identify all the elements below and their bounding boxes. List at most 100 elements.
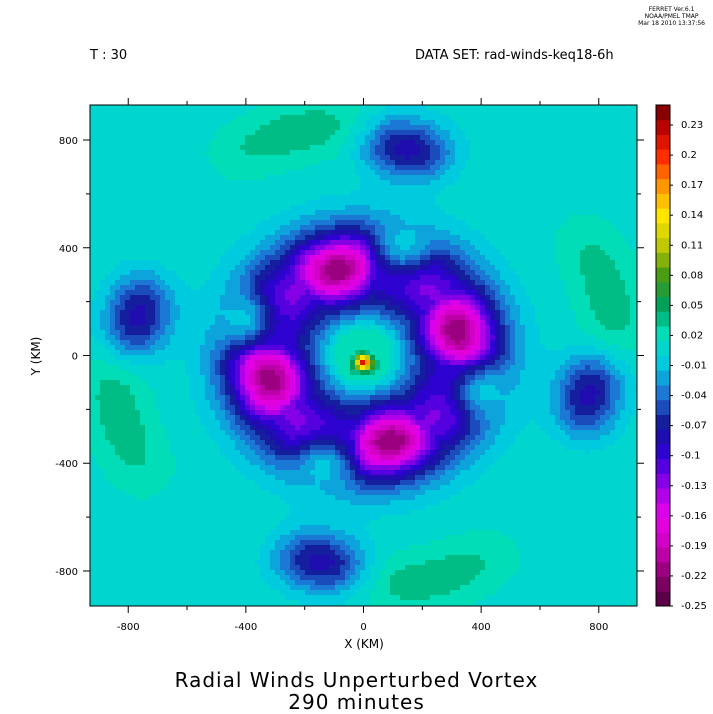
heatmap-cell <box>440 165 446 171</box>
heatmap-cell <box>120 315 126 321</box>
heatmap-cell <box>620 190 626 196</box>
heatmap-cell <box>240 290 246 296</box>
heatmap-cell <box>615 220 621 226</box>
heatmap-cell <box>555 295 561 301</box>
heatmap-cell <box>430 280 436 286</box>
heatmap-cell <box>335 230 341 236</box>
heatmap-cell <box>595 105 601 111</box>
heatmap-cell <box>630 310 636 316</box>
heatmap-cell <box>165 170 171 176</box>
heatmap-cell <box>225 170 231 176</box>
heatmap-cell <box>625 320 631 326</box>
heatmap-cell <box>415 195 421 201</box>
heatmap-cell <box>415 280 421 286</box>
heatmap-cell <box>125 265 131 271</box>
heatmap-cell <box>590 105 596 111</box>
heatmap-cell <box>325 305 331 311</box>
heatmap-cell <box>600 260 606 266</box>
heatmap-cell <box>345 215 351 221</box>
heatmap-cell <box>115 280 121 286</box>
heatmap-cell <box>205 160 211 166</box>
heatmap-cell <box>325 270 331 276</box>
heatmap-cell <box>295 165 301 171</box>
heatmap-cell <box>110 135 116 141</box>
heatmap-cell <box>255 255 261 261</box>
heatmap-cell <box>480 305 486 311</box>
heatmap-cell <box>315 170 321 176</box>
heatmap-cell <box>335 290 341 296</box>
heatmap-cell <box>315 135 321 141</box>
heatmap-cell <box>590 285 596 291</box>
heatmap-cell <box>265 230 271 236</box>
heatmap-cell <box>375 285 381 291</box>
heatmap-cell <box>450 220 456 226</box>
heatmap-cell <box>525 245 531 251</box>
heatmap-cell <box>385 195 391 201</box>
heatmap-cell <box>600 110 606 116</box>
heatmap-cell <box>435 265 441 271</box>
heatmap-cell <box>205 310 211 316</box>
heatmap-cell <box>320 195 326 201</box>
heatmap-cell <box>465 180 471 186</box>
heatmap-cell <box>525 285 531 291</box>
heatmap-cell <box>320 170 326 176</box>
heatmap-cell <box>335 175 341 181</box>
heatmap-cell <box>255 160 261 166</box>
heatmap-cell <box>470 315 476 321</box>
heatmap-cell <box>120 215 126 221</box>
heatmap-cell <box>240 240 246 246</box>
heatmap-cell <box>595 130 601 136</box>
heatmap-cell <box>230 275 236 281</box>
heatmap-cell <box>125 225 131 231</box>
heatmap-cell <box>580 290 586 296</box>
heatmap-cell <box>295 255 301 261</box>
heatmap-cell <box>105 235 111 241</box>
heatmap-cell <box>500 150 506 156</box>
heatmap-cell <box>90 175 96 181</box>
heatmap-cell <box>395 315 401 321</box>
heatmap-cell <box>210 170 216 176</box>
heatmap-cell <box>160 220 166 226</box>
heatmap-cell <box>480 205 486 211</box>
heatmap-cell <box>410 230 416 236</box>
heatmap-cell <box>330 310 336 316</box>
heatmap-cell <box>470 140 476 146</box>
heatmap-cell <box>565 155 571 161</box>
heatmap-cell <box>375 215 381 221</box>
heatmap-cell <box>565 235 571 241</box>
heatmap-cell <box>120 175 126 181</box>
heatmap-cell <box>225 160 231 166</box>
heatmap-cell <box>485 135 491 141</box>
heatmap-cell <box>550 245 556 251</box>
heatmap-cell <box>345 275 351 281</box>
heatmap-cell <box>95 180 101 186</box>
heatmap-cell <box>245 180 251 186</box>
heatmap-cell <box>185 175 191 181</box>
heatmap-cell <box>220 275 226 281</box>
heatmap-cell <box>635 120 638 126</box>
heatmap-cell <box>465 325 471 331</box>
heatmap-cell <box>405 250 411 256</box>
heatmap-cell <box>415 250 421 256</box>
heatmap-cell <box>240 300 246 306</box>
heatmap-cell <box>400 270 406 276</box>
heatmap-cell <box>240 255 246 261</box>
heatmap-cell <box>210 140 216 146</box>
heatmap-cell <box>285 220 291 226</box>
heatmap-cell <box>140 125 146 131</box>
heatmap-cell <box>290 230 296 236</box>
heatmap-cell <box>535 155 541 161</box>
heatmap-cell <box>475 285 481 291</box>
heatmap-cell <box>210 215 216 221</box>
heatmap-cell <box>540 300 546 306</box>
heatmap-cell <box>215 245 221 251</box>
heatmap-cell <box>240 160 246 166</box>
heatmap-cell <box>540 105 546 111</box>
heatmap-cell <box>330 295 336 301</box>
heatmap-cell <box>220 265 226 271</box>
heatmap-cell <box>585 250 591 256</box>
heatmap-cell <box>490 295 496 301</box>
heatmap-cell <box>380 235 386 241</box>
heatmap-cell <box>370 185 376 191</box>
heatmap-cell <box>445 140 451 146</box>
